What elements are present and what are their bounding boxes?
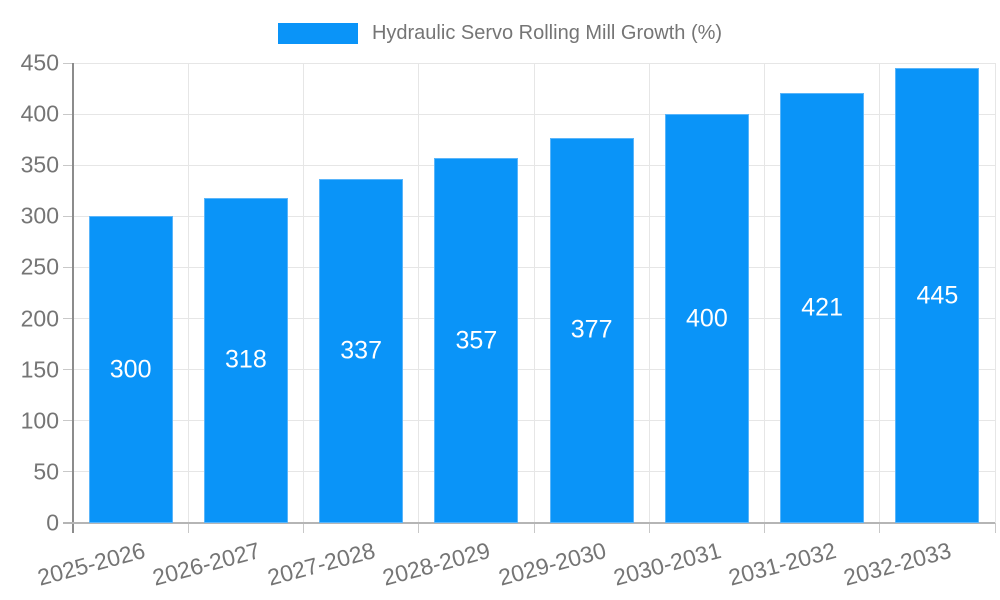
bar-value-label: 300 xyxy=(109,355,152,384)
y-tick-mark xyxy=(63,266,73,268)
x-gridline xyxy=(879,63,881,523)
x-gridline xyxy=(418,63,420,523)
x-tick-label: 2029-2030 xyxy=(495,537,609,591)
y-tick-mark xyxy=(63,471,73,473)
bar-value-label: 318 xyxy=(225,345,267,374)
y-tick-label: 150 xyxy=(20,356,59,383)
y-tick-mark xyxy=(63,318,73,320)
x-gridline xyxy=(533,63,535,523)
legend-item[interactable]: Hydraulic Servo Rolling Mill Growth (%) xyxy=(0,20,1000,46)
y-tick-mark xyxy=(63,369,73,371)
x-gridline xyxy=(764,63,765,523)
x-tick-mark xyxy=(994,523,996,533)
bar-value-label: 421 xyxy=(801,293,843,322)
x-tick-mark xyxy=(879,523,881,533)
y-tick-mark xyxy=(63,62,73,64)
x-tick-mark xyxy=(533,523,535,533)
bar-value-label: 357 xyxy=(455,326,498,355)
x-tick-mark xyxy=(764,523,765,533)
y-tick-label: 100 xyxy=(20,407,59,434)
y-tick-mark xyxy=(63,113,73,115)
x-tick-label: 2027-2028 xyxy=(264,537,378,591)
bar-value-label: 400 xyxy=(686,304,728,333)
y-tick-label: 300 xyxy=(20,202,59,229)
y-tick-label: 200 xyxy=(20,305,59,332)
x-tick-mark xyxy=(187,523,189,533)
x-tick-label: 2025-2026 xyxy=(34,537,148,591)
bar-value-label: 445 xyxy=(916,281,959,310)
x-tick-mark xyxy=(303,523,304,533)
x-gridline xyxy=(648,63,650,523)
y-tick-label: 0 xyxy=(46,509,59,536)
x-tick-label: 2026-2027 xyxy=(149,537,263,591)
bar[interactable] xyxy=(895,68,980,523)
bar-value-label: 337 xyxy=(340,336,382,365)
bar[interactable] xyxy=(434,158,519,523)
x-tick-label: 2030-2031 xyxy=(610,537,724,591)
y-tick-label: 350 xyxy=(20,151,59,178)
y-tick-mark xyxy=(63,164,73,166)
bar-value-label: 377 xyxy=(570,315,613,344)
x-tick-label: 2032-2033 xyxy=(841,537,955,591)
legend-swatch-icon xyxy=(277,22,358,44)
bar[interactable] xyxy=(88,216,173,523)
y-tick-label: 450 xyxy=(20,49,59,76)
x-tick-mark xyxy=(648,523,650,533)
y-tick-label: 250 xyxy=(20,253,59,280)
y-tick-mark xyxy=(63,215,73,217)
x-gridline xyxy=(303,63,304,523)
y-tick-mark xyxy=(63,420,73,422)
bar[interactable] xyxy=(664,114,749,523)
bar[interactable] xyxy=(203,197,288,523)
x-gridline xyxy=(187,63,189,523)
y-tick-label: 400 xyxy=(20,100,59,127)
bar[interactable] xyxy=(780,92,865,523)
y-axis-line xyxy=(72,63,74,533)
x-tick-label: 2031-2032 xyxy=(725,537,839,591)
legend-label: Hydraulic Servo Rolling Mill Growth (%) xyxy=(371,21,723,44)
x-gridline xyxy=(994,63,996,523)
x-tick-mark xyxy=(418,523,420,533)
bar[interactable] xyxy=(549,137,634,523)
x-tick-label: 2028-2029 xyxy=(380,537,494,591)
x-axis-line xyxy=(63,522,995,524)
y-tick-label: 50 xyxy=(33,458,59,485)
bar[interactable] xyxy=(319,178,404,523)
